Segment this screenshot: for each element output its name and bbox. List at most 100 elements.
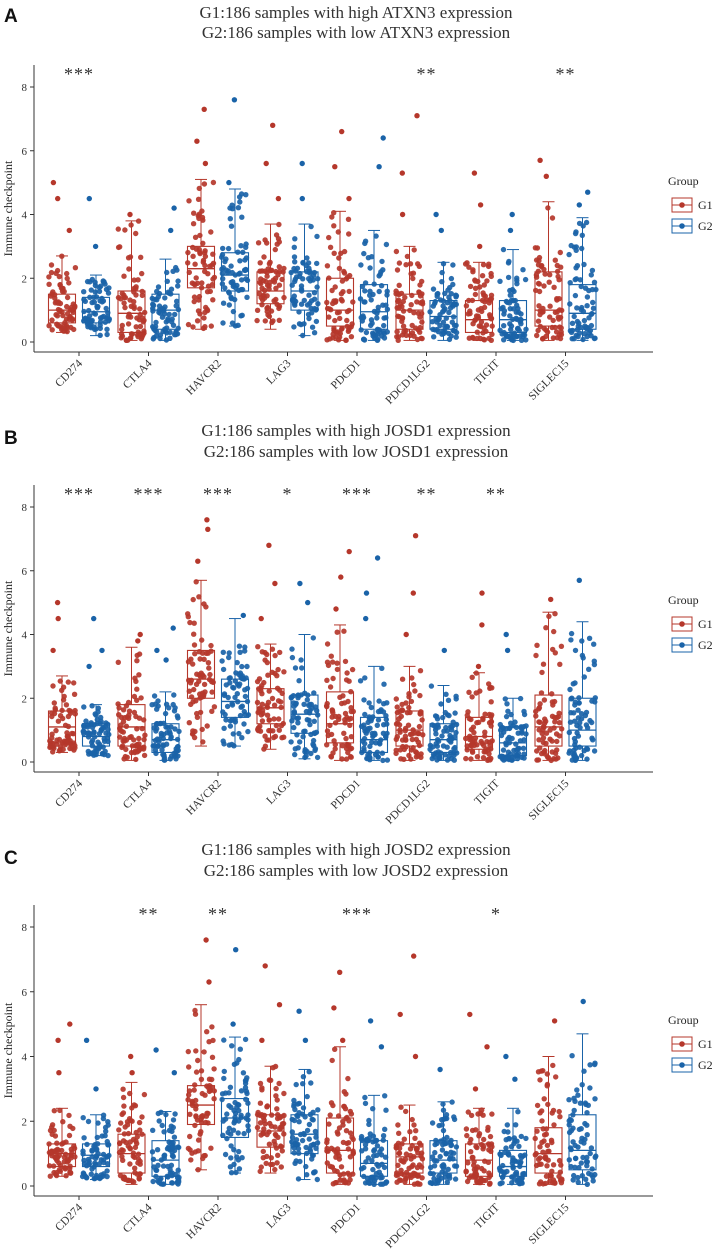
y-tick-label: 0 <box>22 337 28 349</box>
data-point <box>572 757 578 763</box>
group-g2-havcr2 <box>219 612 252 749</box>
data-point <box>374 1143 381 1149</box>
data-point <box>463 755 469 762</box>
x-tick-label-ctla4: CTLA4 <box>121 777 155 811</box>
data-point <box>264 305 270 311</box>
significance-label: * <box>491 904 501 924</box>
data-point <box>191 281 197 287</box>
data-point <box>329 659 336 665</box>
data-point <box>348 708 354 715</box>
data-point <box>508 326 514 333</box>
y-tick-label: 6 <box>22 146 28 158</box>
data-point <box>341 270 348 276</box>
data-point <box>578 307 584 313</box>
data-point <box>344 274 351 280</box>
group-g1-lag3 <box>254 122 287 330</box>
group-g2-pdcd1 <box>357 135 391 343</box>
data-point <box>63 1173 69 1179</box>
data-point <box>191 631 197 637</box>
data-point <box>242 687 248 693</box>
data-point <box>100 1115 107 1122</box>
data-point <box>263 1160 269 1167</box>
data-point <box>220 300 227 306</box>
data-point <box>158 1109 164 1116</box>
data-point <box>89 737 96 744</box>
data-point <box>590 299 596 306</box>
data-point <box>586 330 592 336</box>
data-point <box>541 283 547 289</box>
data-point <box>511 1140 517 1147</box>
data-point <box>137 323 144 330</box>
data-point <box>220 738 226 744</box>
data-point <box>202 324 208 330</box>
data-point <box>367 743 373 750</box>
data-point <box>588 1172 595 1178</box>
data-point <box>358 1166 365 1172</box>
data-point <box>190 324 196 330</box>
data-point <box>380 1133 387 1139</box>
group-g1-pdcd1lg2 <box>393 533 426 762</box>
data-point <box>51 700 57 706</box>
data-point <box>543 1173 550 1179</box>
data-point <box>228 223 235 229</box>
data-point <box>361 299 367 305</box>
data-point <box>536 706 542 712</box>
data-point <box>558 325 564 331</box>
data-point <box>570 1139 576 1145</box>
data-point <box>541 1138 547 1144</box>
data-point <box>377 1149 383 1155</box>
data-point <box>342 710 349 717</box>
data-point <box>46 323 52 329</box>
box <box>395 1143 424 1174</box>
data-point <box>328 1100 335 1106</box>
data-point <box>474 720 480 726</box>
data-point <box>547 272 553 278</box>
group-g1-pdcd1 <box>323 548 356 762</box>
data-point <box>254 307 261 313</box>
data-point <box>375 336 381 343</box>
data-point <box>292 236 298 242</box>
data-point <box>566 750 572 756</box>
data-point <box>451 757 457 763</box>
data-point <box>523 1135 529 1142</box>
data-point <box>276 317 282 323</box>
data-point <box>259 691 265 697</box>
data-point <box>587 1150 593 1157</box>
data-point <box>584 1122 590 1128</box>
outlier-point <box>275 195 282 202</box>
data-point <box>417 329 423 335</box>
data-point <box>502 696 508 702</box>
data-point <box>398 1167 404 1174</box>
data-point <box>220 709 226 715</box>
data-point <box>379 1174 385 1181</box>
data-point <box>336 255 342 261</box>
x-tick-label-lag3: LAG3 <box>264 357 293 386</box>
data-point <box>185 1097 191 1103</box>
data-point <box>304 302 311 308</box>
data-point <box>133 1138 139 1144</box>
data-point <box>102 319 109 325</box>
data-point <box>196 594 202 600</box>
data-point <box>330 331 336 337</box>
data-point <box>451 322 458 329</box>
data-point <box>548 1173 554 1179</box>
group-g1-pdcd1lg2 <box>393 953 426 1187</box>
data-point <box>227 1164 234 1170</box>
data-point <box>340 1122 346 1128</box>
data-point <box>417 668 424 674</box>
data-point <box>257 1080 264 1087</box>
outlier-point <box>202 160 209 167</box>
data-point <box>186 198 192 204</box>
box <box>568 1114 597 1171</box>
data-point <box>436 1173 442 1179</box>
box <box>220 678 250 718</box>
group-g1-tigit <box>462 170 495 343</box>
data-point <box>299 1137 306 1144</box>
data-point <box>289 1116 295 1123</box>
data-point <box>367 725 373 731</box>
data-point <box>541 697 548 703</box>
data-point <box>154 297 160 303</box>
data-point <box>171 692 177 698</box>
data-point <box>96 288 103 295</box>
data-point <box>544 754 551 760</box>
